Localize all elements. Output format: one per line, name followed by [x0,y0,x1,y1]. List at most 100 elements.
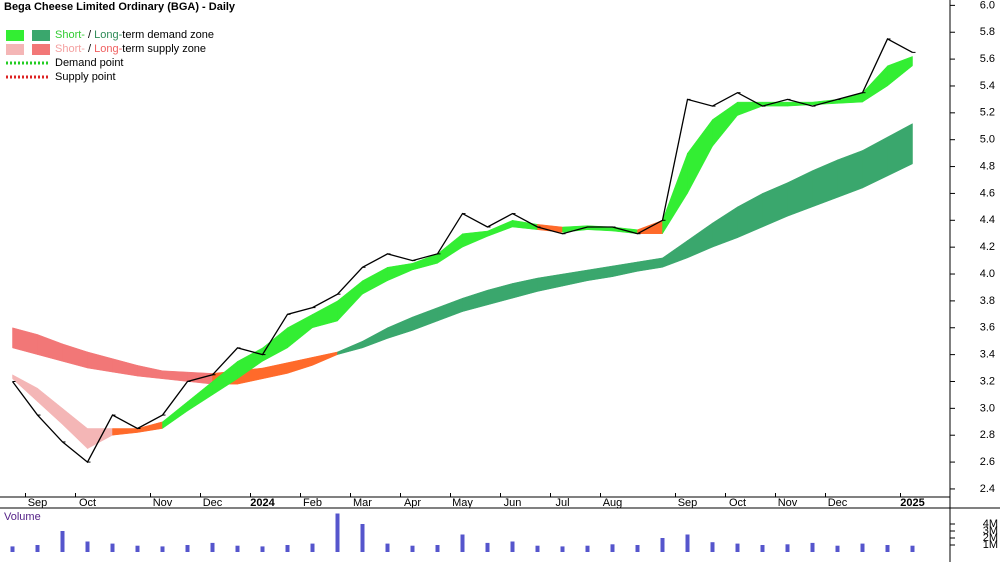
x-tick-label: Sep [28,497,48,509]
legend-label: Supply point [55,71,116,83]
legend-text: Long- [94,43,122,55]
legend-text: Short- [55,29,85,41]
zone-segment [887,56,913,87]
x-tick-label: Oct [79,497,96,509]
x-tick-label: Jul [555,497,569,509]
volume-bar [285,545,290,552]
x-tick-label: Dec [828,497,848,509]
y-tick-label: 3.6 [980,322,995,334]
volume-title: Volume [4,511,41,523]
volume-bar [260,546,265,552]
y-tick-label: 3.0 [980,402,995,414]
volume-bar [385,543,390,552]
volume-bar [485,542,490,552]
y-tick-label: 2.8 [980,429,995,441]
volume-bar [10,546,15,552]
volume-bar [760,545,765,552]
zone-segment [887,123,913,177]
volume-bar [835,545,840,552]
legend-swatch [6,44,24,55]
volume-bar [60,531,65,552]
x-tick-label: Aug [603,497,623,509]
legend-label: Short- / Long-term demand zone [55,29,214,41]
y-tick-label: 5.6 [980,53,995,65]
y-tick-label: 1M [983,539,998,551]
volume-bar [735,543,740,552]
y-tick-label: 2.6 [980,456,995,468]
y-tick-label: 4.4 [980,214,995,226]
legend-text: Long- [94,29,122,41]
legend-swatch [32,30,50,41]
x-tick-label: 2025 [900,497,924,509]
x-tick-label: Nov [778,497,798,509]
x-tick-label: Nov [153,497,173,509]
volume-bar [660,538,665,552]
y-tick-label: 2.4 [980,483,995,495]
volume-bar [335,513,340,552]
y-tick-label: 2M [983,532,998,544]
x-tick-label: Mar [353,497,372,509]
volume-bar [860,543,865,552]
legend-swatch [32,44,50,55]
legend-text: Short- [55,43,85,55]
volume-bar [235,545,240,552]
x-tick-label: Apr [404,497,421,509]
volume-bar [210,542,215,552]
volume-bar [910,545,915,552]
x-tick-label: May [452,497,473,509]
legend-text: / [85,43,94,55]
y-tick-label: 3.2 [980,375,995,387]
y-tick-label: 4.6 [980,187,995,199]
volume-bar [610,544,615,552]
volume-bar [160,546,165,552]
chart-title: Bega Cheese Limited Ordinary (BGA) - Dai… [4,1,236,13]
volume-bar [685,534,690,552]
x-tick-label: Oct [729,497,746,509]
legend-swatch [6,30,24,41]
legend-text: term demand zone [122,29,214,41]
volume-bar [360,524,365,552]
y-tick-label: 3.8 [980,295,995,307]
volume-bar [510,541,515,552]
volume-bar [710,542,715,552]
volume-bar [185,545,190,552]
volume-bar [785,544,790,552]
volume-bar [85,541,90,552]
x-tick-label: Jun [504,497,522,509]
y-tick-label: 3M [983,525,998,537]
y-tick-label: 4.2 [980,241,995,253]
x-tick-label: 2024 [250,497,275,509]
volume-bar [560,546,565,552]
legend-text: Demand point [55,57,124,69]
volume-bar [110,543,115,552]
y-tick-label: 5.8 [980,26,995,38]
y-tick-label: 4M [983,518,998,530]
volume-bar [435,545,440,552]
legend-label: Short- / Long-term supply zone [55,43,206,55]
volume-bar [885,545,890,552]
volume-bar [635,545,640,552]
volume-bar [585,545,590,552]
x-tick-label: Sep [678,497,698,509]
y-tick-label: 5.2 [980,107,995,119]
y-tick-label: 5.4 [980,80,995,92]
legend-text: / [85,29,94,41]
legend-label: Demand point [55,57,124,69]
y-tick-label: 4.0 [980,268,995,280]
x-tick-label: Feb [303,497,322,509]
volume-bar [460,534,465,552]
legend-text: Supply point [55,71,116,83]
volume-bar [35,545,40,552]
x-tick-label: Dec [203,497,223,509]
legend-text: term supply zone [122,43,206,55]
y-tick-label: 6.0 [980,0,995,11]
y-tick-label: 4.8 [980,160,995,172]
y-tick-label: 3.4 [980,349,995,361]
volume-bar [410,545,415,552]
volume-bar [310,543,315,552]
volume-bar [810,542,815,552]
volume-bar [135,545,140,552]
y-tick-label: 5.0 [980,134,995,146]
